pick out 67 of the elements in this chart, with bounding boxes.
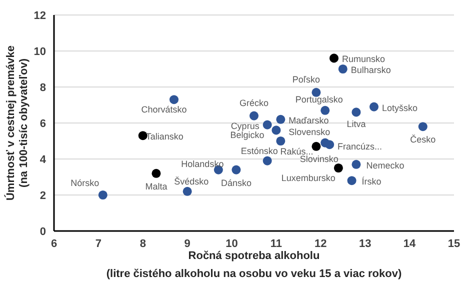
point [320,106,330,115]
annotation: Česko [410,134,436,145]
annotation: Estónsko [240,146,278,156]
x-tick-label: 7 [95,238,102,250]
annotation: Poľsko [292,74,320,84]
x-tick-label: 14 [403,238,417,250]
point [352,108,361,117]
point [232,165,241,174]
annotation: Francúzs... [338,142,382,152]
annotation: Švédsko [174,176,209,186]
point [182,186,192,196]
annotation: Lotyšsko [382,102,418,113]
annotation: Holandsko [181,158,224,169]
y-tick-label: 4 [40,154,47,166]
x-tick-label: 11 [270,238,282,250]
x-tick-label: 15 [448,238,460,250]
annotation: Litva [346,119,366,130]
point [338,64,348,74]
annotation: Slovinsko [300,154,338,164]
annotation: Portugalsko [295,94,343,104]
point [98,190,108,200]
point [276,136,286,146]
annotation: Írsko [362,176,382,187]
point [272,126,281,135]
annotation: Bulharsko [350,65,391,75]
x-tick-label: 10 [226,238,238,250]
point [352,160,361,169]
point [347,176,356,186]
annotation: Nórsko [70,178,100,188]
annotation: Chorvátsko [141,104,187,115]
annotation: Nemecko [366,160,404,170]
point [169,95,179,104]
annotation: Taliansko [146,132,184,142]
point [369,102,379,112]
point [312,142,321,151]
point [325,140,334,150]
point [249,111,259,120]
annotation: Rakús... [280,146,314,156]
y-tick-label: 6 [40,118,46,130]
annotation: Belgicko [230,130,264,140]
annotation: Dánsko [220,178,252,188]
annotation: Grécko [239,98,269,108]
annotation: Luxembursko [281,173,336,183]
x-tick-label: 8 [140,238,146,250]
y-tick-label: 0 [40,226,46,238]
x-axis-title: Ročná spotreba alkoholu (litre čistého alkoholu na osobu vo veku 15 a viac rokov) [106,250,402,280]
point [334,163,343,173]
point [152,168,161,178]
point [262,120,272,130]
x-tick-label: 9 [184,238,190,250]
x-tick-label: 12 [314,238,327,250]
point [329,54,339,63]
annotation: Rumunsko [342,54,386,64]
y-axis-title: Úmrtnosť v cestnej premávke (na 100-tisíc obyvateľov) [4,45,30,201]
point [276,114,286,124]
annotation: Malta [145,181,168,192]
annotation: Maďarsko [288,115,329,126]
point [262,156,272,166]
y-tick-label: 10 [34,46,46,58]
y-tick-label: 8 [40,82,46,94]
annotation: Slovensko [288,127,330,137]
annotation: Cyprus [230,120,260,131]
x-tick-label: 13 [358,238,372,250]
x-tick-label: 6 [50,238,58,250]
y-tick-label: 12 [34,10,46,22]
y-tick-label: 2 [40,190,46,202]
point [418,122,428,132]
